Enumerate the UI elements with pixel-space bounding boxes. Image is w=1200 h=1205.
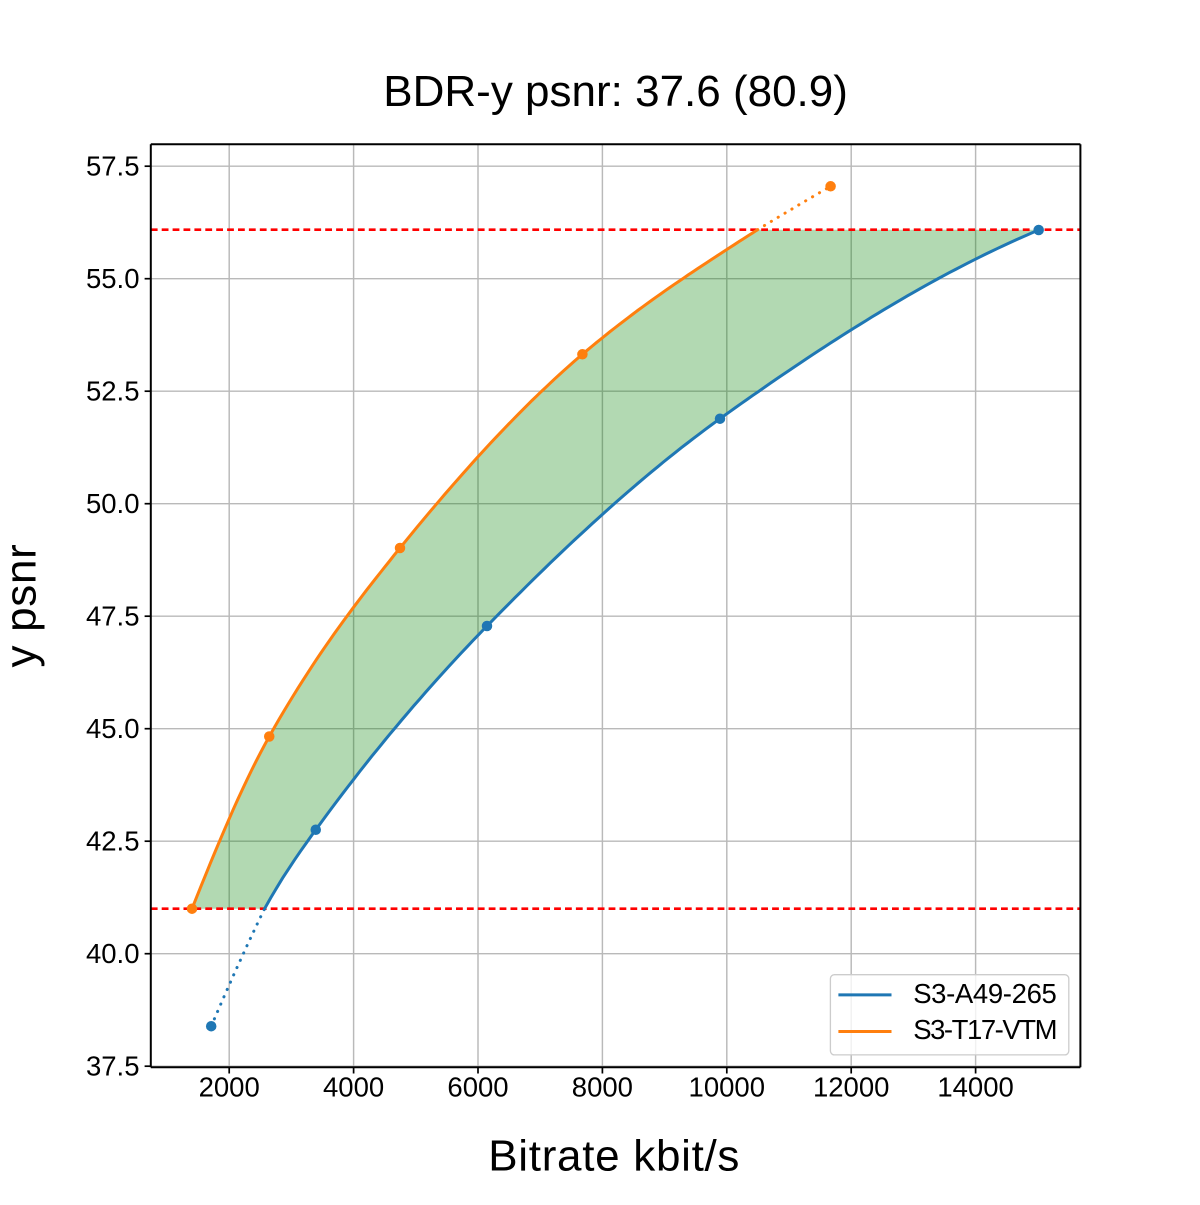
- svg-text:52.5: 52.5: [86, 375, 140, 406]
- svg-text:8000: 8000: [572, 1072, 633, 1103]
- svg-text:6000: 6000: [447, 1072, 508, 1103]
- svg-text:y psnr: y psnr: [0, 543, 46, 667]
- svg-text:BDR-y psnr: 37.6 (80.9): BDR-y psnr: 37.6 (80.9): [383, 67, 848, 116]
- svg-text:47.5: 47.5: [86, 600, 140, 631]
- svg-text:12000: 12000: [813, 1072, 889, 1103]
- svg-text:2000: 2000: [199, 1072, 260, 1103]
- svg-text:S3-T17-VTM: S3-T17-VTM: [913, 1014, 1056, 1045]
- svg-text:50.0: 50.0: [86, 488, 140, 519]
- svg-text:37.5: 37.5: [86, 1050, 140, 1081]
- svg-text:55.0: 55.0: [86, 263, 140, 294]
- svg-text:10000: 10000: [689, 1072, 765, 1103]
- svg-text:40.0: 40.0: [86, 938, 140, 969]
- svg-text:14000: 14000: [937, 1072, 1013, 1103]
- svg-text:4000: 4000: [323, 1072, 384, 1103]
- svg-text:S3-A49-265: S3-A49-265: [913, 978, 1056, 1009]
- svg-text:Bitrate kbit/s: Bitrate kbit/s: [488, 1131, 740, 1180]
- svg-text:45.0: 45.0: [86, 713, 140, 744]
- svg-text:57.5: 57.5: [86, 150, 140, 181]
- svg-text:42.5: 42.5: [86, 825, 140, 856]
